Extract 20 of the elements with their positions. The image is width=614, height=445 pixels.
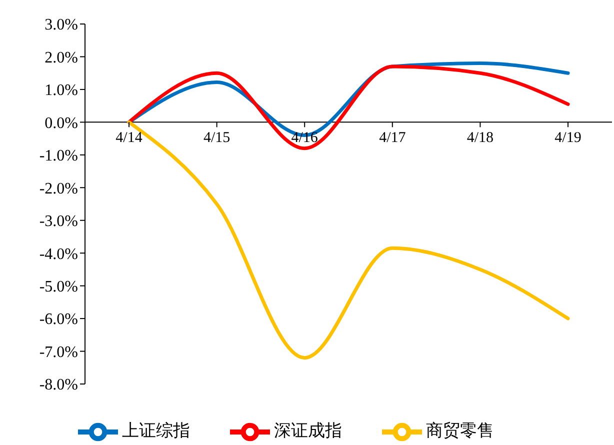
- x-tick-label: 4/14: [116, 130, 143, 146]
- x-tick-label: 4/17: [379, 130, 406, 146]
- y-tick-label: 2.0%: [44, 49, 78, 66]
- y-tick-label: 1.0%: [44, 82, 78, 100]
- y-tick-label: -1.0%: [39, 148, 78, 165]
- y-tick-label: -7.0%: [39, 344, 78, 361]
- y-tick-label: -5.0%: [39, 278, 78, 296]
- y-tick-label: 0.0%: [44, 114, 78, 132]
- y-tick-label: -3.0%: [39, 213, 78, 230]
- y-tick-label: 3.0%: [44, 16, 78, 34]
- x-tick-label: 4/15: [203, 130, 230, 146]
- y-tick-label: -8.0%: [39, 376, 78, 394]
- y-tick-label: -4.0%: [39, 246, 78, 263]
- x-tick-label: 4/19: [554, 130, 582, 146]
- y-tick-label: -6.0%: [39, 311, 78, 328]
- legend-label: 商贸零售: [426, 420, 494, 440]
- legend-label: 深证成指: [274, 420, 342, 440]
- y-tick-label: -2.0%: [39, 180, 78, 198]
- x-tick-label: 4/18: [466, 130, 494, 146]
- legend-label: 上证综指: [122, 420, 190, 440]
